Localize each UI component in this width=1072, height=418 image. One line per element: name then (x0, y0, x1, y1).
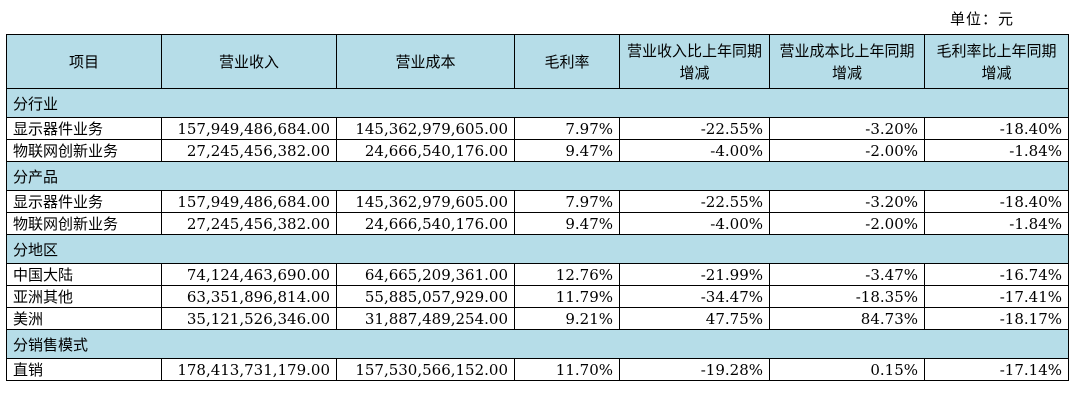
cell-revenue: 27,245,456,382.00 (161, 212, 337, 235)
header-revenue: 营业收入 (161, 34, 337, 89)
header-cost-yoy: 营业成本比上年同期增减 (769, 34, 925, 89)
cell-gross-margin: 11.70% (514, 358, 620, 381)
cell-item-name: 显示器件业务 (6, 190, 162, 213)
cell-revenue-yoy: -19.28% (619, 358, 770, 381)
cell-revenue: 27,245,456,382.00 (161, 139, 337, 162)
cell-item-name: 美洲 (6, 307, 162, 330)
cell-margin-yoy: -1.84% (924, 212, 1069, 235)
cell-gross-margin: 9.47% (514, 212, 620, 235)
cell-cost: 145,362,979,605.00 (336, 190, 515, 213)
unit-label: 单位：元 (949, 10, 1014, 28)
cell-margin-yoy: -17.41% (924, 285, 1069, 308)
cell-gross-margin: 7.97% (514, 190, 620, 213)
cell-revenue-yoy: -34.47% (619, 285, 770, 308)
cell-revenue: 157,949,486,684.00 (161, 190, 337, 213)
cell-revenue: 35,121,526,346.00 (161, 307, 337, 330)
cell-margin-yoy: -18.40% (924, 190, 1069, 213)
cell-cost-yoy: -3.47% (769, 263, 925, 286)
revenue-breakdown-table: 项目 营业收入 营业成本 毛利率 营业收入比上年同期增减 营业成本比上年同期增减… (6, 34, 1069, 381)
cell-revenue-yoy: -22.55% (619, 117, 770, 140)
cell-revenue: 74,124,463,690.00 (161, 263, 337, 286)
cell-item-name: 中国大陆 (6, 263, 162, 286)
cell-revenue: 178,413,731,179.00 (161, 358, 337, 381)
cell-item-name: 显示器件业务 (6, 117, 162, 140)
cell-margin-yoy: -17.14% (924, 358, 1069, 381)
table-row: 物联网创新业务 27,245,456,382.00 24,666,540,176.0… (6, 139, 1069, 162)
section-title: 分销售模式 (6, 329, 1069, 359)
cell-gross-margin: 11.79% (514, 285, 620, 308)
cell-margin-yoy: -16.74% (924, 263, 1069, 286)
cell-cost-yoy: -3.20% (769, 190, 925, 213)
section-row: 分行业 (6, 88, 1069, 118)
header-gross-margin: 毛利率 (514, 34, 620, 89)
cell-revenue-yoy: -22.55% (619, 190, 770, 213)
cell-revenue-yoy: -4.00% (619, 139, 770, 162)
cell-cost: 64,665,209,361.00 (336, 263, 515, 286)
section-title: 分产品 (6, 161, 1069, 191)
cell-revenue-yoy: -4.00% (619, 212, 770, 235)
cell-margin-yoy: -18.40% (924, 117, 1069, 140)
cell-gross-margin: 12.76% (514, 263, 620, 286)
header-revenue-yoy: 营业收入比上年同期增减 (619, 34, 770, 89)
table-row: 亚洲其他 63,351,896,814.00 55,885,057,929.00 11… (6, 285, 1069, 308)
cell-margin-yoy: -18.17% (924, 307, 1069, 330)
cell-item-name: 物联网创新业务 (6, 139, 162, 162)
cell-item-name: 亚洲其他 (6, 285, 162, 308)
cell-cost: 145,362,979,605.00 (336, 117, 515, 140)
cell-cost: 157,530,566,152.00 (336, 358, 515, 381)
section-title: 分地区 (6, 234, 1069, 264)
cell-cost: 55,885,057,929.00 (336, 285, 515, 308)
cell-cost-yoy: -2.00% (769, 139, 925, 162)
cell-cost-yoy: -2.00% (769, 212, 925, 235)
cell-cost-yoy: 84.73% (769, 307, 925, 330)
section-row: 分产品 (6, 161, 1069, 191)
header-item: 项目 (6, 34, 162, 89)
cell-revenue: 63,351,896,814.00 (161, 285, 337, 308)
table-row: 美洲 35,121,526,346.00 31,887,489,254.00 9.21… (6, 307, 1069, 330)
table-row: 显示器件业务 157,949,486,684.00 145,362,979,605.… (6, 117, 1069, 140)
cell-cost: 24,666,540,176.00 (336, 139, 515, 162)
cell-cost: 24,666,540,176.00 (336, 212, 515, 235)
cell-cost: 31,887,489,254.00 (336, 307, 515, 330)
table-row: 显示器件业务 157,949,486,684.00 145,362,979,605.… (6, 190, 1069, 213)
table-row: 直销 178,413,731,179.00 157,530,566,152.00 11… (6, 358, 1069, 381)
cell-item-name: 物联网创新业务 (6, 212, 162, 235)
cell-cost-yoy: -3.20% (769, 117, 925, 140)
cell-revenue-yoy: 47.75% (619, 307, 770, 330)
cell-gross-margin: 9.47% (514, 139, 620, 162)
cell-cost-yoy: 0.15% (769, 358, 925, 381)
section-row: 分销售模式 (6, 329, 1069, 359)
cell-cost-yoy: -18.35% (769, 285, 925, 308)
table-row: 中国大陆 74,124,463,690.00 64,665,209,361.00 12… (6, 263, 1069, 286)
cell-gross-margin: 7.97% (514, 117, 620, 140)
table-body: 分行业 显示器件业务 157,949,486,684.00 145,362,979,6… (6, 88, 1069, 381)
section-row: 分地区 (6, 234, 1069, 264)
cell-item-name: 直销 (6, 358, 162, 381)
table-row: 物联网创新业务 27,245,456,382.00 24,666,540,176.0… (6, 212, 1069, 235)
header-margin-yoy: 毛利率比上年同期增减 (924, 34, 1069, 89)
header-cost: 营业成本 (336, 34, 515, 89)
cell-margin-yoy: -1.84% (924, 139, 1069, 162)
section-title: 分行业 (6, 88, 1069, 118)
cell-revenue: 157,949,486,684.00 (161, 117, 337, 140)
table-header-row: 项目 营业收入 营业成本 毛利率 营业收入比上年同期增减 营业成本比上年同期增减… (6, 34, 1069, 89)
cell-gross-margin: 9.21% (514, 307, 620, 330)
cell-revenue-yoy: -21.99% (619, 263, 770, 286)
